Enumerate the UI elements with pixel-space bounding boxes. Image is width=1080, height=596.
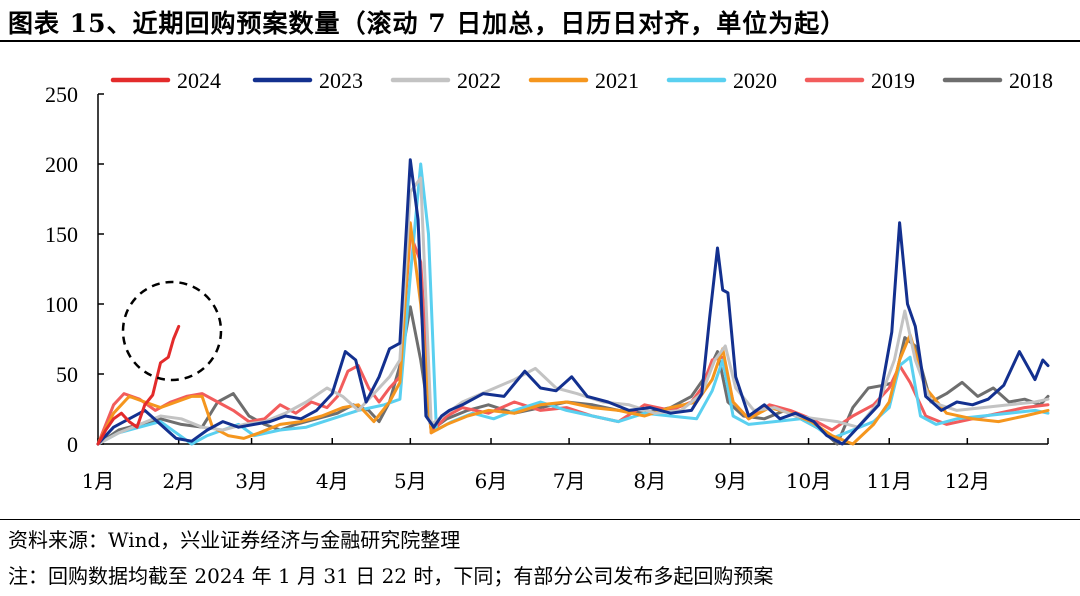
legend-label-2021: 2021 [595, 68, 639, 93]
x-tick-label: 8月 [633, 469, 666, 493]
legend-label-2018: 2018 [1009, 68, 1053, 93]
axes: 0 50 100 150 200 250 1月 2月 3月 4月 5月 6月 7月 8月 9月 10月 11月 1… [45, 82, 1049, 493]
series-line-2023 [96, 158, 1050, 446]
source-note: 资料来源：Wind，兴业证券经济与金融研究院整理 [8, 528, 461, 552]
y-tick-label: 250 [45, 82, 78, 107]
y-tick-label: 100 [45, 292, 78, 317]
series-line-2024 [96, 324, 181, 446]
y-tick-label: 150 [45, 222, 78, 247]
series-layer [96, 158, 1050, 446]
legend-label-2022: 2022 [457, 68, 501, 93]
y-tick-label: 200 [45, 152, 78, 177]
x-tick-label: 6月 [475, 469, 508, 493]
title-rule [0, 40, 1080, 42]
series-line-2021 [96, 221, 1050, 446]
footer-rule [0, 519, 1080, 520]
legend: 2024 2023 2022 2021 2020 2019 2018 [110, 68, 1053, 93]
y-tick-label: 0 [67, 432, 78, 457]
series-line-2019 [96, 232, 1050, 446]
x-tick-label: 7月 [553, 469, 586, 493]
legend-label-2023: 2023 [319, 68, 363, 93]
footnote: 注：回购数据均截至 2024 年 1 月 31 日 22 时，下同；有部分公司发… [8, 564, 774, 588]
x-tick-label: 9月 [714, 469, 747, 493]
x-tick-label: 5月 [394, 469, 427, 493]
legend-label-2020: 2020 [733, 68, 777, 93]
x-tick-label: 3月 [235, 469, 268, 493]
x-tick-label: 11月 [867, 469, 912, 493]
x-tick-label: 1月 [82, 469, 115, 493]
chart-title: 图表 15、近期回购预案数量（滚动 7 日加总，日历日对齐，单位为起） [8, 9, 847, 38]
x-tick-label: 10月 [786, 469, 831, 493]
annotation-dashed-circle [121, 280, 223, 382]
x-tick-label: 4月 [316, 469, 349, 493]
x-tick-label: 12月 [945, 469, 990, 493]
legend-label-2019: 2019 [871, 68, 915, 93]
series-line-2022 [96, 176, 1050, 446]
line-chart: 0 50 100 150 200 250 1月 2月 3月 4月 5月 6月 7月 8月 9月 10月 11月 1… [45, 68, 1053, 493]
x-tick-label: 2月 [162, 469, 195, 493]
y-tick-label: 50 [56, 362, 78, 387]
legend-label-2024: 2024 [177, 68, 221, 93]
